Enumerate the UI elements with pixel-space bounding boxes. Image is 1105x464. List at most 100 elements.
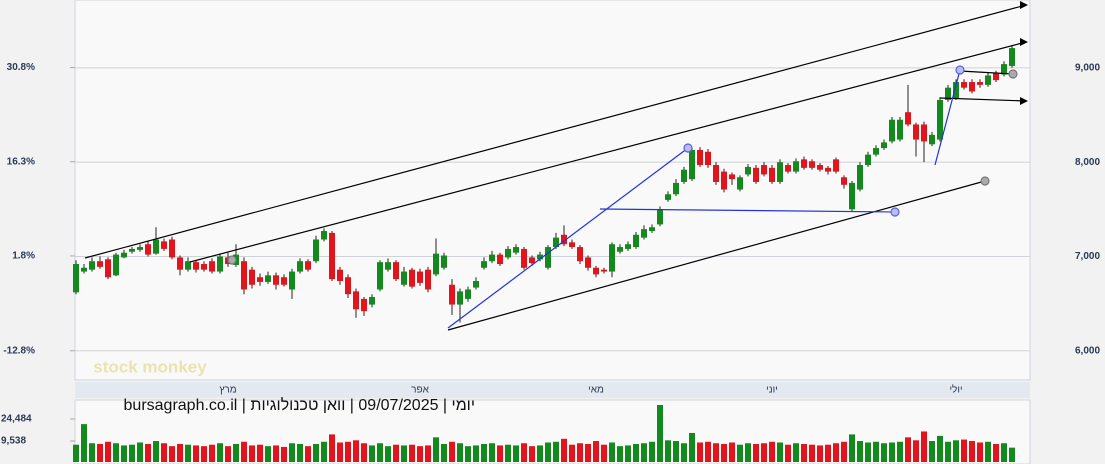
volume-bar: [665, 440, 671, 462]
candle-body: [313, 239, 319, 262]
volume-bar: [985, 441, 991, 462]
candle-body: [945, 87, 951, 100]
volume-bar: [401, 445, 407, 462]
candle-body: [497, 254, 503, 265]
volume-bar: [257, 444, 263, 462]
candle-body: [169, 239, 175, 258]
volume-bar: [441, 443, 447, 462]
candle-body: [809, 161, 815, 168]
candle-body: [545, 247, 551, 268]
volume-bar: [337, 442, 343, 462]
volume-bar: [273, 445, 279, 462]
volume-bar: [97, 443, 103, 462]
volume-bar: [913, 440, 919, 462]
volume-bar: [585, 443, 591, 462]
x-tick-label: מרץ: [219, 385, 236, 396]
candle-body: [289, 271, 295, 290]
candle-body: [625, 244, 631, 249]
volume-bar: [145, 443, 151, 462]
volume-bar: [209, 444, 215, 462]
candle-body: [761, 165, 767, 175]
candle-body: [841, 177, 847, 185]
volume-bar: [793, 443, 799, 462]
y2-tick-label: -12.8%: [3, 345, 35, 356]
candle-body: [153, 239, 159, 254]
candle-body: [769, 167, 775, 182]
volume-bar: [737, 444, 743, 462]
trendline: [939, 97, 1027, 102]
x-axis-strip: [75, 382, 1030, 398]
trendline: [447, 147, 689, 329]
volume-bar: [201, 446, 207, 462]
candle-body: [489, 254, 495, 262]
volume-bar: [289, 443, 295, 462]
volume-bar: [505, 444, 511, 462]
candle-body: [897, 119, 903, 140]
candle-body: [433, 253, 439, 275]
candle-body: [193, 262, 199, 270]
y-tick-label: 7,000: [1075, 251, 1100, 262]
volume-bar: [89, 443, 95, 462]
volume-bar: [305, 446, 311, 462]
candle-body: [969, 82, 975, 92]
candle-body: [721, 171, 727, 190]
candle-body: [585, 257, 591, 268]
candle-body: [329, 232, 335, 280]
volume-bar: [249, 445, 255, 462]
volume-bar: [921, 431, 927, 462]
volume-bar: [977, 442, 983, 462]
candle-body: [889, 119, 895, 142]
volume-bar: [753, 443, 759, 462]
candle-body: [465, 289, 471, 299]
volume-bar: [537, 445, 543, 462]
candle-body: [953, 82, 959, 99]
anchor: [955, 65, 965, 75]
candle-body: [257, 277, 263, 282]
volume-bar: [465, 446, 471, 462]
candle-body: [385, 262, 391, 270]
volume-bar: [929, 441, 935, 462]
volume-bar: [609, 442, 615, 462]
candle-body: [929, 134, 935, 145]
trendlines: [84, 1, 1028, 331]
y2-tick-label: 30.8%: [7, 62, 35, 73]
candle-body: [409, 269, 415, 287]
candle-body: [921, 124, 927, 142]
volume-tick-label: 9,538: [1, 436, 26, 447]
candle-body: [369, 297, 375, 305]
candle-body: [793, 161, 799, 172]
candle-body: [473, 280, 479, 288]
volume-bar: [121, 445, 127, 462]
candle-body: [577, 247, 583, 262]
volume-bar: [553, 441, 559, 462]
volume-bar: [233, 443, 239, 462]
candle-body: [89, 261, 95, 270]
volume-bar: [841, 441, 847, 462]
volume-bar: [361, 443, 367, 462]
volume-bar: [177, 443, 183, 462]
volume-bar: [129, 444, 135, 462]
volume-bar: [961, 439, 967, 462]
volume-bar: [937, 435, 943, 462]
candle-body: [1001, 64, 1007, 75]
candle-body: [729, 174, 735, 180]
candle-body: [137, 247, 143, 250]
candle-body: [905, 112, 911, 125]
candle-body: [553, 237, 559, 248]
trendline: [84, 4, 1027, 259]
volume-bar: [617, 446, 623, 462]
x-tick-label: אפר: [411, 385, 429, 396]
volume-bar: [697, 442, 703, 462]
candle-body: [569, 242, 575, 248]
candle-body: [505, 248, 511, 258]
trendline: [599, 208, 896, 213]
volume-bar: [945, 441, 951, 462]
candle-body: [161, 241, 167, 249]
candle-body: [241, 261, 247, 290]
candle-body: [633, 234, 639, 248]
volume-bar: [113, 443, 119, 462]
candle-body: [833, 159, 839, 172]
y-tick-label: 6,000: [1075, 345, 1100, 356]
candle-body: [849, 182, 855, 210]
candle-body: [777, 162, 783, 182]
